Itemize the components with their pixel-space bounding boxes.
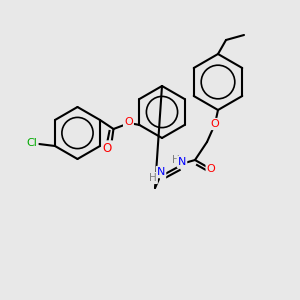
Text: H: H — [172, 155, 180, 165]
Text: O: O — [211, 119, 219, 129]
Text: Cl: Cl — [26, 138, 38, 148]
Text: N: N — [157, 167, 165, 177]
Text: H: H — [149, 173, 157, 183]
Text: O: O — [207, 164, 215, 174]
Text: N: N — [178, 157, 186, 167]
Text: O: O — [103, 142, 112, 154]
Text: O: O — [124, 117, 133, 127]
